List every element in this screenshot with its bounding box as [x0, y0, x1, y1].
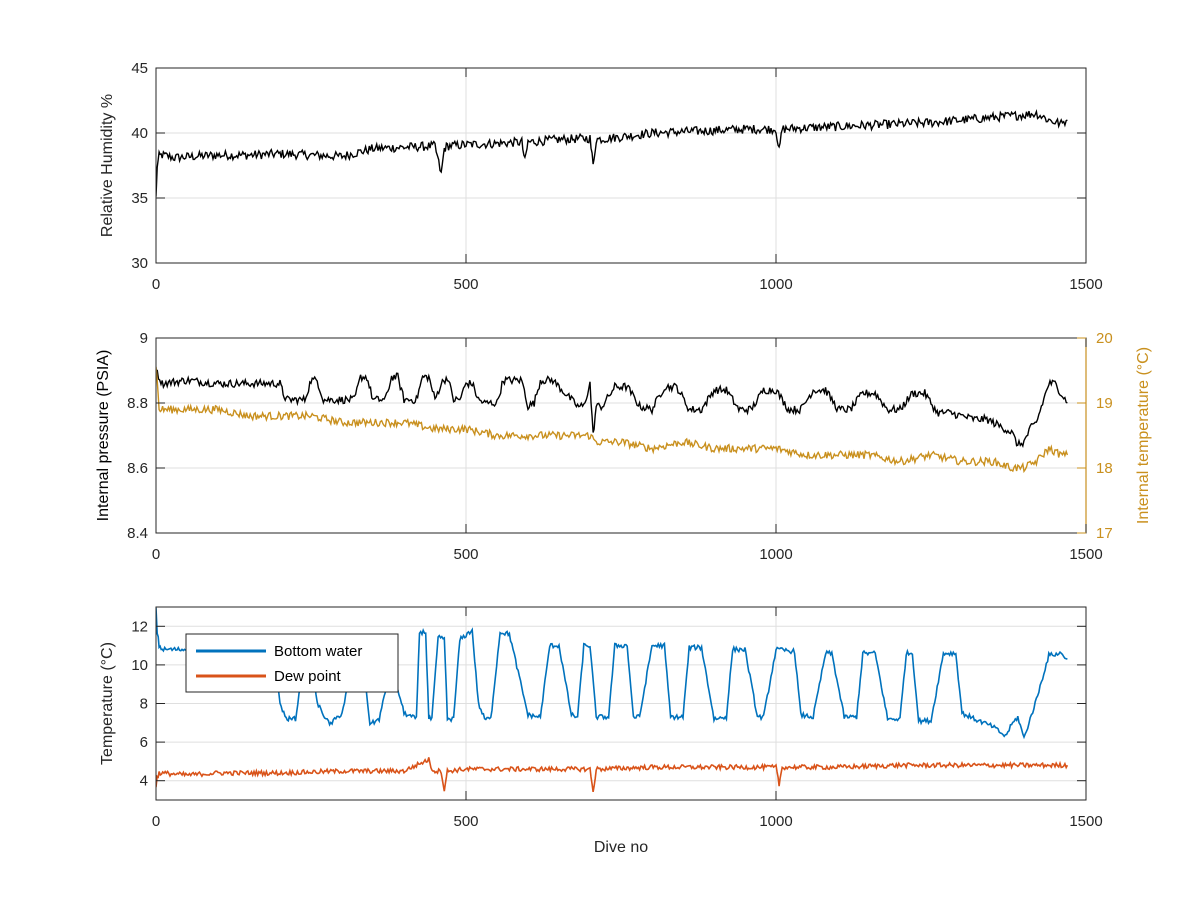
x-tick-label: 1500 — [1069, 546, 1102, 563]
axes-box — [155, 337, 1087, 534]
y-axis-label: Relative Humidity % — [99, 94, 116, 237]
legend-item: Dew point — [196, 668, 342, 685]
legend-item: Bottom water — [196, 643, 362, 660]
x-tick-label: 0 — [152, 546, 160, 563]
chart-panel-1: 0 500 1000 1500 30 35 40 45 Relative Humidity % — [99, 60, 1103, 293]
x-tick-label: 1000 — [759, 813, 792, 830]
y-tick-label: 35 — [131, 190, 148, 207]
y-tick-label: 12 — [131, 618, 148, 635]
x-tick-label: 0 — [152, 813, 160, 830]
y-tick-label: 8.4 — [127, 525, 148, 542]
series-line-1 — [156, 369, 1068, 448]
y-tick-label: 40 — [131, 125, 148, 142]
axes-box — [155, 67, 1087, 264]
legend-label: Bottom water — [274, 643, 362, 660]
y-right-tick-label: 20 — [1096, 330, 1113, 347]
legend-box — [185, 633, 399, 693]
y-tick-label: 8.6 — [127, 460, 148, 477]
x-tick-label: 1500 — [1069, 276, 1102, 293]
x-tick-label: 500 — [453, 813, 478, 830]
x-tick-label: 500 — [453, 276, 478, 293]
y-tick-label: 45 — [131, 60, 148, 77]
series-line-2 — [156, 366, 1069, 474]
series-line-dew-point — [156, 757, 1069, 793]
y-right-tick-label: 18 — [1096, 460, 1113, 477]
chart-panel-2: 0 500 1000 1500 8.4 8.6 8.8 9 17 18 19 20 Internal t… — [95, 330, 1152, 563]
chart-panel-3: 0 500 1000 1500 4 6 8 10 12 Temperature (°C) Dive … — [99, 606, 1103, 856]
y-tick-label: 4 — [140, 773, 148, 790]
y-right-tick-label: 17 — [1096, 525, 1113, 542]
y-tick-label: 6 — [140, 734, 148, 751]
y-tick-label: 9 — [140, 330, 148, 347]
y-axis-label: Internal pressure (PSIA) — [95, 350, 112, 522]
y-axis-label: Temperature (°C) — [99, 642, 116, 765]
x-tick-label: 1000 — [759, 546, 792, 563]
y-right-axis-label: Internal temperature (°C) — [1135, 347, 1152, 524]
x-axis-label: Dive no — [594, 839, 648, 856]
legend-label: Dew point — [274, 668, 342, 685]
y-right-tick-label: 19 — [1096, 395, 1113, 412]
x-tick-label: 1500 — [1069, 813, 1102, 830]
y-tick-label: 10 — [131, 657, 148, 674]
series-line-1 — [156, 109, 1068, 197]
legend: Bottom water Dew point — [185, 633, 399, 693]
x-tick-label: 500 — [453, 546, 478, 563]
y-tick-label: 30 — [131, 255, 148, 272]
x-tick-label: 1000 — [759, 276, 792, 293]
y-tick-label: 8 — [140, 696, 148, 713]
x-tick-label: 0 — [152, 276, 160, 293]
y-tick-label: 8.8 — [127, 395, 148, 412]
